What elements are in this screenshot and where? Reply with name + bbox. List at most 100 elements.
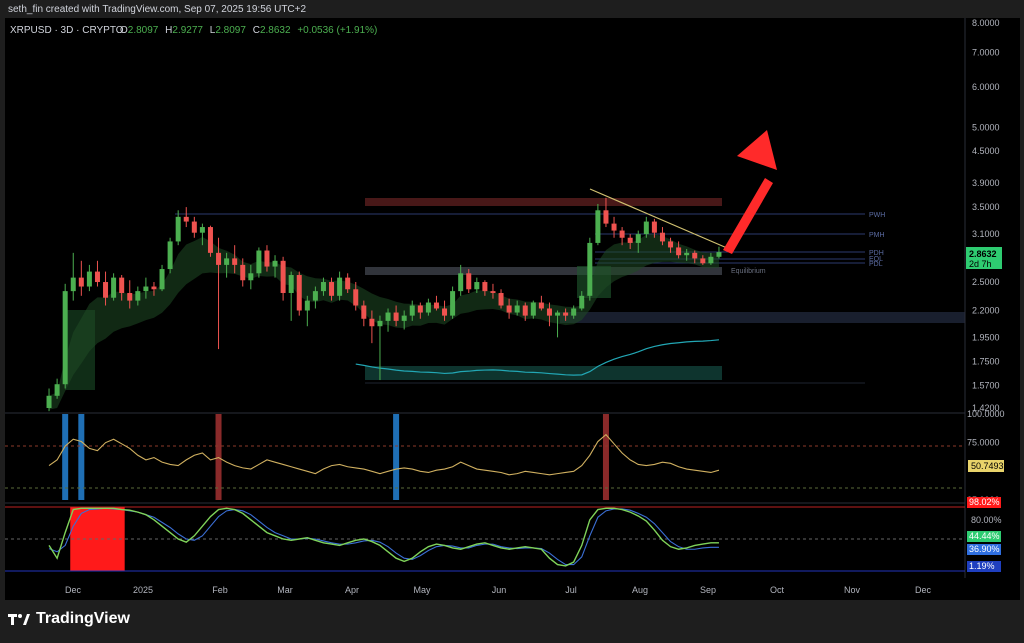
candle-body	[458, 273, 464, 292]
candle-body	[603, 210, 609, 224]
rsi-oversold-bar	[393, 414, 400, 500]
candle-body	[450, 291, 456, 316]
candles-layer	[46, 197, 722, 412]
candle-body	[482, 282, 488, 292]
candle-body	[207, 227, 213, 253]
candle-body	[522, 305, 528, 316]
candle-body	[329, 282, 335, 296]
candle-body	[716, 252, 722, 257]
candle-body	[490, 291, 496, 293]
candle-body	[199, 227, 205, 233]
supply-zone	[365, 198, 722, 206]
legend-symbol: XRPUSD · 3D · CRYPTO	[10, 25, 124, 36]
ribbon-band	[49, 234, 719, 410]
legend-close-label: C	[253, 25, 260, 36]
candle-body	[514, 305, 520, 313]
rsi-oversold-bar	[78, 414, 85, 500]
time-tick-label: May	[413, 585, 431, 595]
legend-ohlc: O2.8097 H2.9277 L2.8097 C2.8632 +0.0536 …	[120, 25, 377, 36]
zones-layer: PWH PMH PDH EQL PDL Equilibrium	[65, 198, 965, 390]
candle-body	[135, 291, 141, 301]
arrow-head	[737, 130, 777, 170]
candle-body	[442, 308, 448, 316]
rsi-line	[48, 433, 720, 476]
candle-body	[587, 242, 593, 296]
candle-body	[86, 271, 92, 287]
price-tick-label: 2.5000	[972, 277, 1000, 287]
candle-body	[643, 221, 649, 235]
candle-body	[684, 252, 690, 256]
candle-body	[320, 282, 326, 292]
candle-body	[143, 286, 149, 292]
candle-body	[296, 275, 302, 311]
price-tick-label: 3.5000	[972, 202, 1000, 212]
equilibrium-zone	[365, 267, 722, 275]
time-tick-label: Jul	[565, 585, 577, 595]
time-axis: Dec 2025 Feb Mar Apr May Jun Jul Aug Sep Oct Nov Dec	[65, 585, 932, 595]
candle-body	[546, 308, 552, 316]
candle-body	[611, 223, 617, 231]
candle-body	[288, 275, 294, 293]
time-tick-label: Feb	[212, 585, 228, 595]
stoch-k-line	[48, 507, 719, 567]
candle-body	[627, 237, 633, 243]
candle-body	[555, 312, 561, 316]
price-tick-label: 1.5700	[972, 381, 1000, 391]
price-tick-label: 7.0000	[972, 48, 1000, 58]
time-tick-label: Sep	[700, 585, 716, 595]
candle-body	[401, 315, 407, 321]
price-tick-label: 2.2000	[972, 306, 1000, 316]
level-label-pmh: PMH	[869, 232, 885, 239]
stoch-readout-label: 1.19%	[969, 561, 995, 571]
price-axis: 8.0000 7.0000 6.0000 5.0000 4.5000 3.9000 3.50…	[972, 18, 1000, 413]
candle-body	[280, 260, 286, 293]
time-tick-label: Oct	[770, 585, 785, 595]
candle-body	[151, 286, 157, 290]
time-tick-label: Mar	[277, 585, 293, 595]
candle-body	[159, 269, 165, 290]
candle-body	[385, 312, 391, 321]
candle-body	[337, 277, 343, 296]
candle-body	[312, 291, 318, 301]
candle-body	[700, 258, 706, 264]
candle-body	[506, 305, 512, 313]
candle-body	[183, 216, 189, 222]
rsi-tick-label: 75.0000	[967, 438, 1000, 448]
candle-body	[216, 252, 222, 265]
rsi-highlight-bars	[62, 414, 609, 500]
level-label-pdh: PDH	[869, 250, 884, 257]
rsi-overbought-bar	[215, 414, 222, 500]
candle-body	[70, 277, 76, 292]
price-tick-label: 6.0000	[972, 82, 1000, 92]
ema-ribbon	[49, 234, 719, 410]
last-price-label: 2.8632	[969, 249, 997, 259]
legend-high-label: H	[165, 25, 172, 36]
countdown-label: 2d 7h	[969, 259, 992, 269]
time-tick-label: Apr	[345, 585, 359, 595]
legend-open-label: O	[120, 25, 128, 36]
mid-support-zone	[560, 312, 965, 323]
stoch-tick-label: 80.00%	[971, 515, 1002, 525]
rsi-oversold-bar	[62, 414, 69, 500]
chart-svg[interactable]: XRPUSD · 3D · CRYPTO O2.8097 H2.9277 L2.…	[5, 18, 1020, 600]
candle-body	[668, 241, 674, 248]
candle-body	[393, 312, 399, 321]
candle-body	[538, 302, 544, 309]
candle-body	[224, 258, 230, 265]
time-tick-label: Dec	[65, 585, 82, 595]
last-price-badge	[966, 247, 1002, 269]
candle-body	[659, 232, 665, 242]
chart-frame[interactable]: XRPUSD · 3D · CRYPTO O2.8097 H2.9277 L2.…	[5, 18, 1020, 600]
candle-body	[94, 271, 100, 283]
price-tick-label: 3.9000	[972, 178, 1000, 188]
legend-close: 2.8632	[260, 25, 291, 36]
candle-body	[272, 260, 278, 267]
time-tick-label: 2025	[133, 585, 153, 595]
candle-body	[377, 320, 383, 327]
chart-credit: seth_fin created with TradingView.com, S…	[8, 4, 307, 15]
candle-body	[425, 302, 431, 313]
legend-high: 2.9277	[172, 25, 203, 36]
stoch-readout-label: 98.02%	[969, 497, 1000, 507]
candle-body	[433, 302, 439, 309]
candle-body	[345, 277, 351, 290]
